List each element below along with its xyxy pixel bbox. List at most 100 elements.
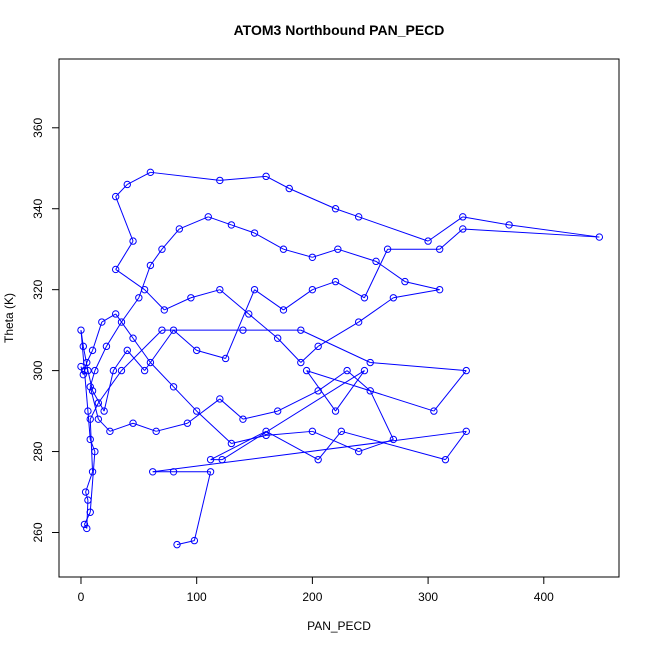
series-segment bbox=[86, 350, 94, 363]
series-segment bbox=[106, 321, 122, 347]
data-point bbox=[84, 407, 92, 415]
data-point bbox=[360, 294, 369, 302]
series-segment bbox=[161, 228, 180, 250]
series-segment bbox=[335, 370, 365, 412]
data-point bbox=[216, 285, 224, 294]
data-point bbox=[314, 387, 322, 395]
data-point bbox=[262, 172, 270, 181]
data-point bbox=[169, 468, 178, 476]
data-point bbox=[183, 419, 192, 427]
data-point bbox=[173, 540, 181, 549]
series-segment bbox=[219, 289, 250, 315]
series-segment bbox=[375, 260, 406, 282]
data-point bbox=[245, 310, 253, 318]
series-segment bbox=[208, 216, 232, 226]
data-point bbox=[462, 366, 470, 375]
data-point bbox=[146, 358, 155, 367]
series-segment bbox=[115, 240, 134, 270]
data-point bbox=[435, 285, 444, 294]
series-segment bbox=[97, 418, 111, 432]
data-point bbox=[77, 326, 85, 334]
series-segment bbox=[358, 216, 429, 242]
data-point bbox=[250, 229, 259, 237]
series-segment bbox=[289, 188, 336, 210]
data-point bbox=[123, 346, 131, 355]
series-segment bbox=[115, 184, 128, 197]
data-point bbox=[135, 294, 143, 302]
data-point bbox=[462, 427, 470, 436]
data-point bbox=[331, 277, 340, 286]
series-segment bbox=[445, 431, 467, 460]
data-point bbox=[250, 285, 259, 294]
series-segment bbox=[335, 281, 365, 299]
series-layer bbox=[77, 168, 604, 549]
series-segment bbox=[89, 439, 96, 452]
series-segment bbox=[509, 224, 600, 238]
series-segment bbox=[84, 512, 91, 525]
series-segment bbox=[101, 313, 116, 323]
data-point bbox=[152, 427, 160, 436]
data-point bbox=[505, 221, 513, 229]
data-point bbox=[308, 253, 317, 261]
data-point bbox=[297, 326, 305, 334]
data-point bbox=[100, 407, 108, 415]
data-point bbox=[435, 245, 444, 253]
data-point bbox=[86, 508, 94, 516]
y-tick-label: 320 bbox=[31, 279, 45, 299]
data-point bbox=[273, 334, 282, 342]
series-segment bbox=[173, 386, 198, 412]
data-point bbox=[86, 383, 94, 391]
data-point bbox=[88, 468, 97, 476]
series-segment bbox=[312, 248, 338, 258]
data-point bbox=[111, 265, 120, 274]
series-segment bbox=[317, 370, 348, 392]
series-segment bbox=[219, 175, 267, 181]
series-segment bbox=[312, 281, 336, 291]
series-segment bbox=[393, 289, 440, 299]
data-point bbox=[354, 213, 363, 221]
data-point bbox=[88, 387, 97, 395]
data-point bbox=[106, 427, 114, 436]
series-segment bbox=[254, 289, 284, 311]
data-point bbox=[123, 180, 131, 189]
y-tick-label: 260 bbox=[31, 522, 45, 542]
series-segment bbox=[144, 329, 174, 371]
y-tick-label: 300 bbox=[31, 360, 45, 380]
data-point bbox=[111, 192, 120, 201]
data-point bbox=[285, 184, 293, 193]
data-point bbox=[302, 366, 311, 375]
series-segment bbox=[210, 430, 267, 461]
data-point bbox=[389, 294, 398, 302]
series-segment bbox=[346, 370, 371, 392]
data-point bbox=[102, 342, 111, 351]
series-segment bbox=[132, 337, 151, 363]
series-segment bbox=[231, 224, 255, 234]
series-segment bbox=[277, 337, 302, 363]
x-tick-label: 0 bbox=[78, 590, 85, 604]
series-segment bbox=[337, 248, 377, 262]
data-point bbox=[149, 468, 157, 476]
series-segment bbox=[156, 422, 188, 432]
data-point bbox=[331, 407, 340, 415]
data-point bbox=[308, 285, 317, 294]
series-segment bbox=[127, 171, 151, 185]
series-segment bbox=[335, 208, 359, 218]
series-segment bbox=[92, 390, 105, 412]
y-tick-label: 360 bbox=[31, 117, 45, 137]
series-segment bbox=[427, 216, 464, 242]
data-point bbox=[337, 427, 346, 436]
series-segment bbox=[364, 248, 389, 298]
data-point bbox=[401, 277, 409, 286]
series-segment bbox=[152, 430, 467, 473]
data-point bbox=[354, 447, 363, 456]
series-segment bbox=[115, 196, 134, 242]
series-segment bbox=[115, 313, 134, 339]
data-point bbox=[372, 257, 380, 266]
series-segment bbox=[132, 422, 157, 432]
series-segment bbox=[173, 329, 198, 351]
data-point bbox=[218, 455, 226, 464]
x-tick-label: 400 bbox=[534, 590, 554, 604]
series-segment bbox=[84, 524, 88, 529]
data-point bbox=[331, 205, 340, 213]
data-point bbox=[314, 342, 322, 351]
